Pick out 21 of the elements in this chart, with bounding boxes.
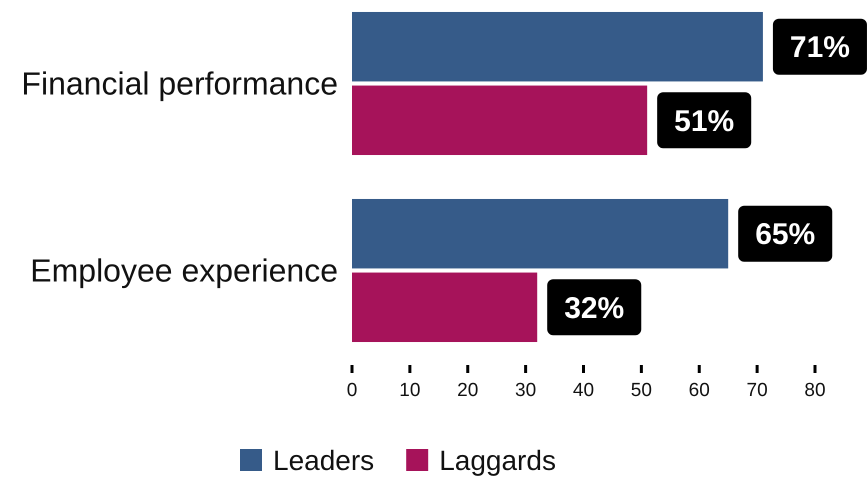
x-tick-label: 20 [457, 380, 478, 401]
bar [352, 272, 538, 342]
data-label: 65% [755, 218, 816, 252]
x-tick-label: 60 [688, 380, 710, 401]
y-tick-label: Financial performance [21, 66, 338, 102]
legend-label: Laggards [439, 445, 556, 476]
x-tick-label: 0 [346, 380, 358, 401]
legend-label: Leaders [273, 445, 374, 476]
bar [352, 198, 728, 268]
data-label: 32% [564, 292, 624, 325]
x-tick-label: 10 [399, 380, 420, 401]
data-label: 71% [790, 31, 850, 64]
bar [352, 86, 648, 156]
bar [352, 12, 763, 82]
x-tick-label: 40 [572, 380, 594, 401]
x-tick-label: 30 [515, 380, 536, 401]
x-tick-label: 50 [630, 380, 652, 401]
y-tick-label: Employee experience [30, 252, 338, 289]
x-tick-label: 80 [804, 380, 826, 401]
x-tick-label: 70 [746, 380, 768, 401]
data-label: 51% [674, 104, 734, 138]
